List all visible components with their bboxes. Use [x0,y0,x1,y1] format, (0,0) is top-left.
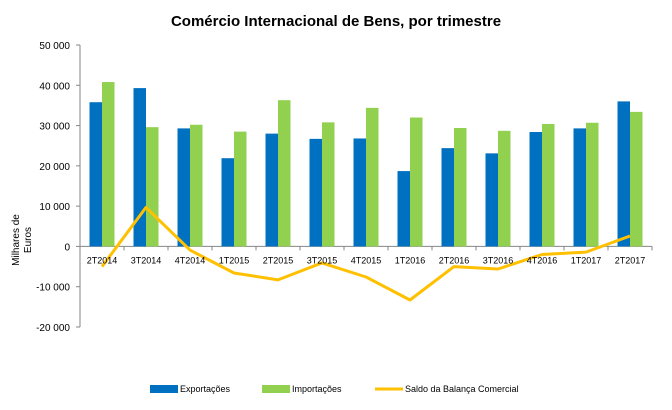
x-tick-label: 1T2016 [395,255,426,265]
legend-swatch [150,385,178,393]
bar-exportacoes [265,133,278,247]
bar-importacoes [322,122,335,247]
bar-importacoes [630,111,643,247]
bars-group [89,82,643,247]
x-tick-label: 2T2015 [263,255,294,265]
x-tick-label: 2T2016 [439,255,470,265]
bar-exportacoes [89,102,102,247]
bar-importacoes [410,117,423,247]
bar-importacoes [454,127,467,247]
y-axis-label-line2: Euros [23,227,34,253]
legend: Exportações Importações Saldo da Balança C… [150,384,519,394]
y-axis-ticks: 50 000 40 000 30 000 20 000 10 000 0 -10 000 -2… [36,41,80,334]
x-axis-ticks: 2T2014 3T2014 4T2014 1T2015 2T2015 3T2015 4T20… [79,246,653,265]
bar-exportacoes [485,153,498,247]
bar-importacoes [498,130,511,247]
y-tick-label: 10 000 [39,202,70,213]
y-tick-label: -20 000 [36,323,70,334]
bar-exportacoes [309,138,322,247]
bar-importacoes [542,123,555,247]
legend-label: Importações [292,384,342,394]
bar-importacoes [102,82,115,247]
bar-importacoes [586,122,599,247]
bar-exportacoes [177,128,190,247]
y-tick-label: 20 000 [39,162,70,173]
x-tick-label: 4T2015 [351,255,382,265]
series-line-saldo [100,205,631,302]
legend-label: Saldo da Balança Comercial [405,384,519,394]
chart-title: Comércio Internacional de Bens, por trim… [171,13,501,30]
bar-importacoes [146,127,159,247]
bar-exportacoes [353,138,366,247]
bar-exportacoes [617,101,630,247]
y-tick-label: 0 [64,242,70,253]
y-tick-label: 30 000 [39,122,70,133]
legend-item-importacoes: Importações [262,384,342,394]
bar-exportacoes [133,88,146,247]
y-tick-label: 50 000 [39,41,70,52]
legend-swatch [262,385,290,393]
y-tick-label: 40 000 [39,81,70,92]
x-tick-label: 2T2017 [615,255,646,265]
bar-exportacoes [441,148,454,247]
x-tick-label: 3T2015 [307,255,338,265]
x-tick-label: 3T2016 [483,255,514,265]
x-tick-label: 1T2015 [219,255,250,265]
bar-importacoes [278,100,291,247]
legend-label: Exportações [180,384,231,394]
y-axis-label-line1: Milhares de [11,214,22,266]
bar-importacoes [234,131,247,247]
legend-item-exportacoes: Exportações [150,384,231,394]
bar-importacoes [190,124,203,247]
legend-item-saldo: Saldo da Balança Comercial [375,384,519,394]
x-tick-label: 2T2014 [87,255,118,265]
bar-exportacoes [221,158,234,247]
x-tick-label: 4T2014 [175,255,206,265]
x-tick-label: 4T2016 [527,255,558,265]
y-axis-label: Milhares de Euros [11,214,34,266]
bar-exportacoes [529,132,542,247]
bar-importacoes [366,107,379,247]
x-tick-label: 1T2017 [571,255,602,265]
bar-exportacoes [573,128,586,247]
bar-exportacoes [397,171,410,247]
y-tick-label: -10 000 [36,283,70,294]
x-tick-label: 3T2014 [131,255,162,265]
